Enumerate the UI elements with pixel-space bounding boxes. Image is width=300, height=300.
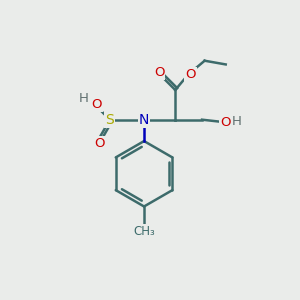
Text: O: O bbox=[220, 116, 231, 129]
Text: CH₃: CH₃ bbox=[133, 225, 155, 238]
Text: S: S bbox=[106, 113, 114, 127]
Text: H: H bbox=[79, 92, 89, 105]
Text: O: O bbox=[154, 66, 164, 79]
Text: O: O bbox=[91, 98, 101, 111]
Text: O: O bbox=[94, 137, 104, 150]
Text: N: N bbox=[139, 113, 149, 127]
Text: O: O bbox=[185, 68, 196, 81]
Text: H: H bbox=[232, 115, 242, 128]
